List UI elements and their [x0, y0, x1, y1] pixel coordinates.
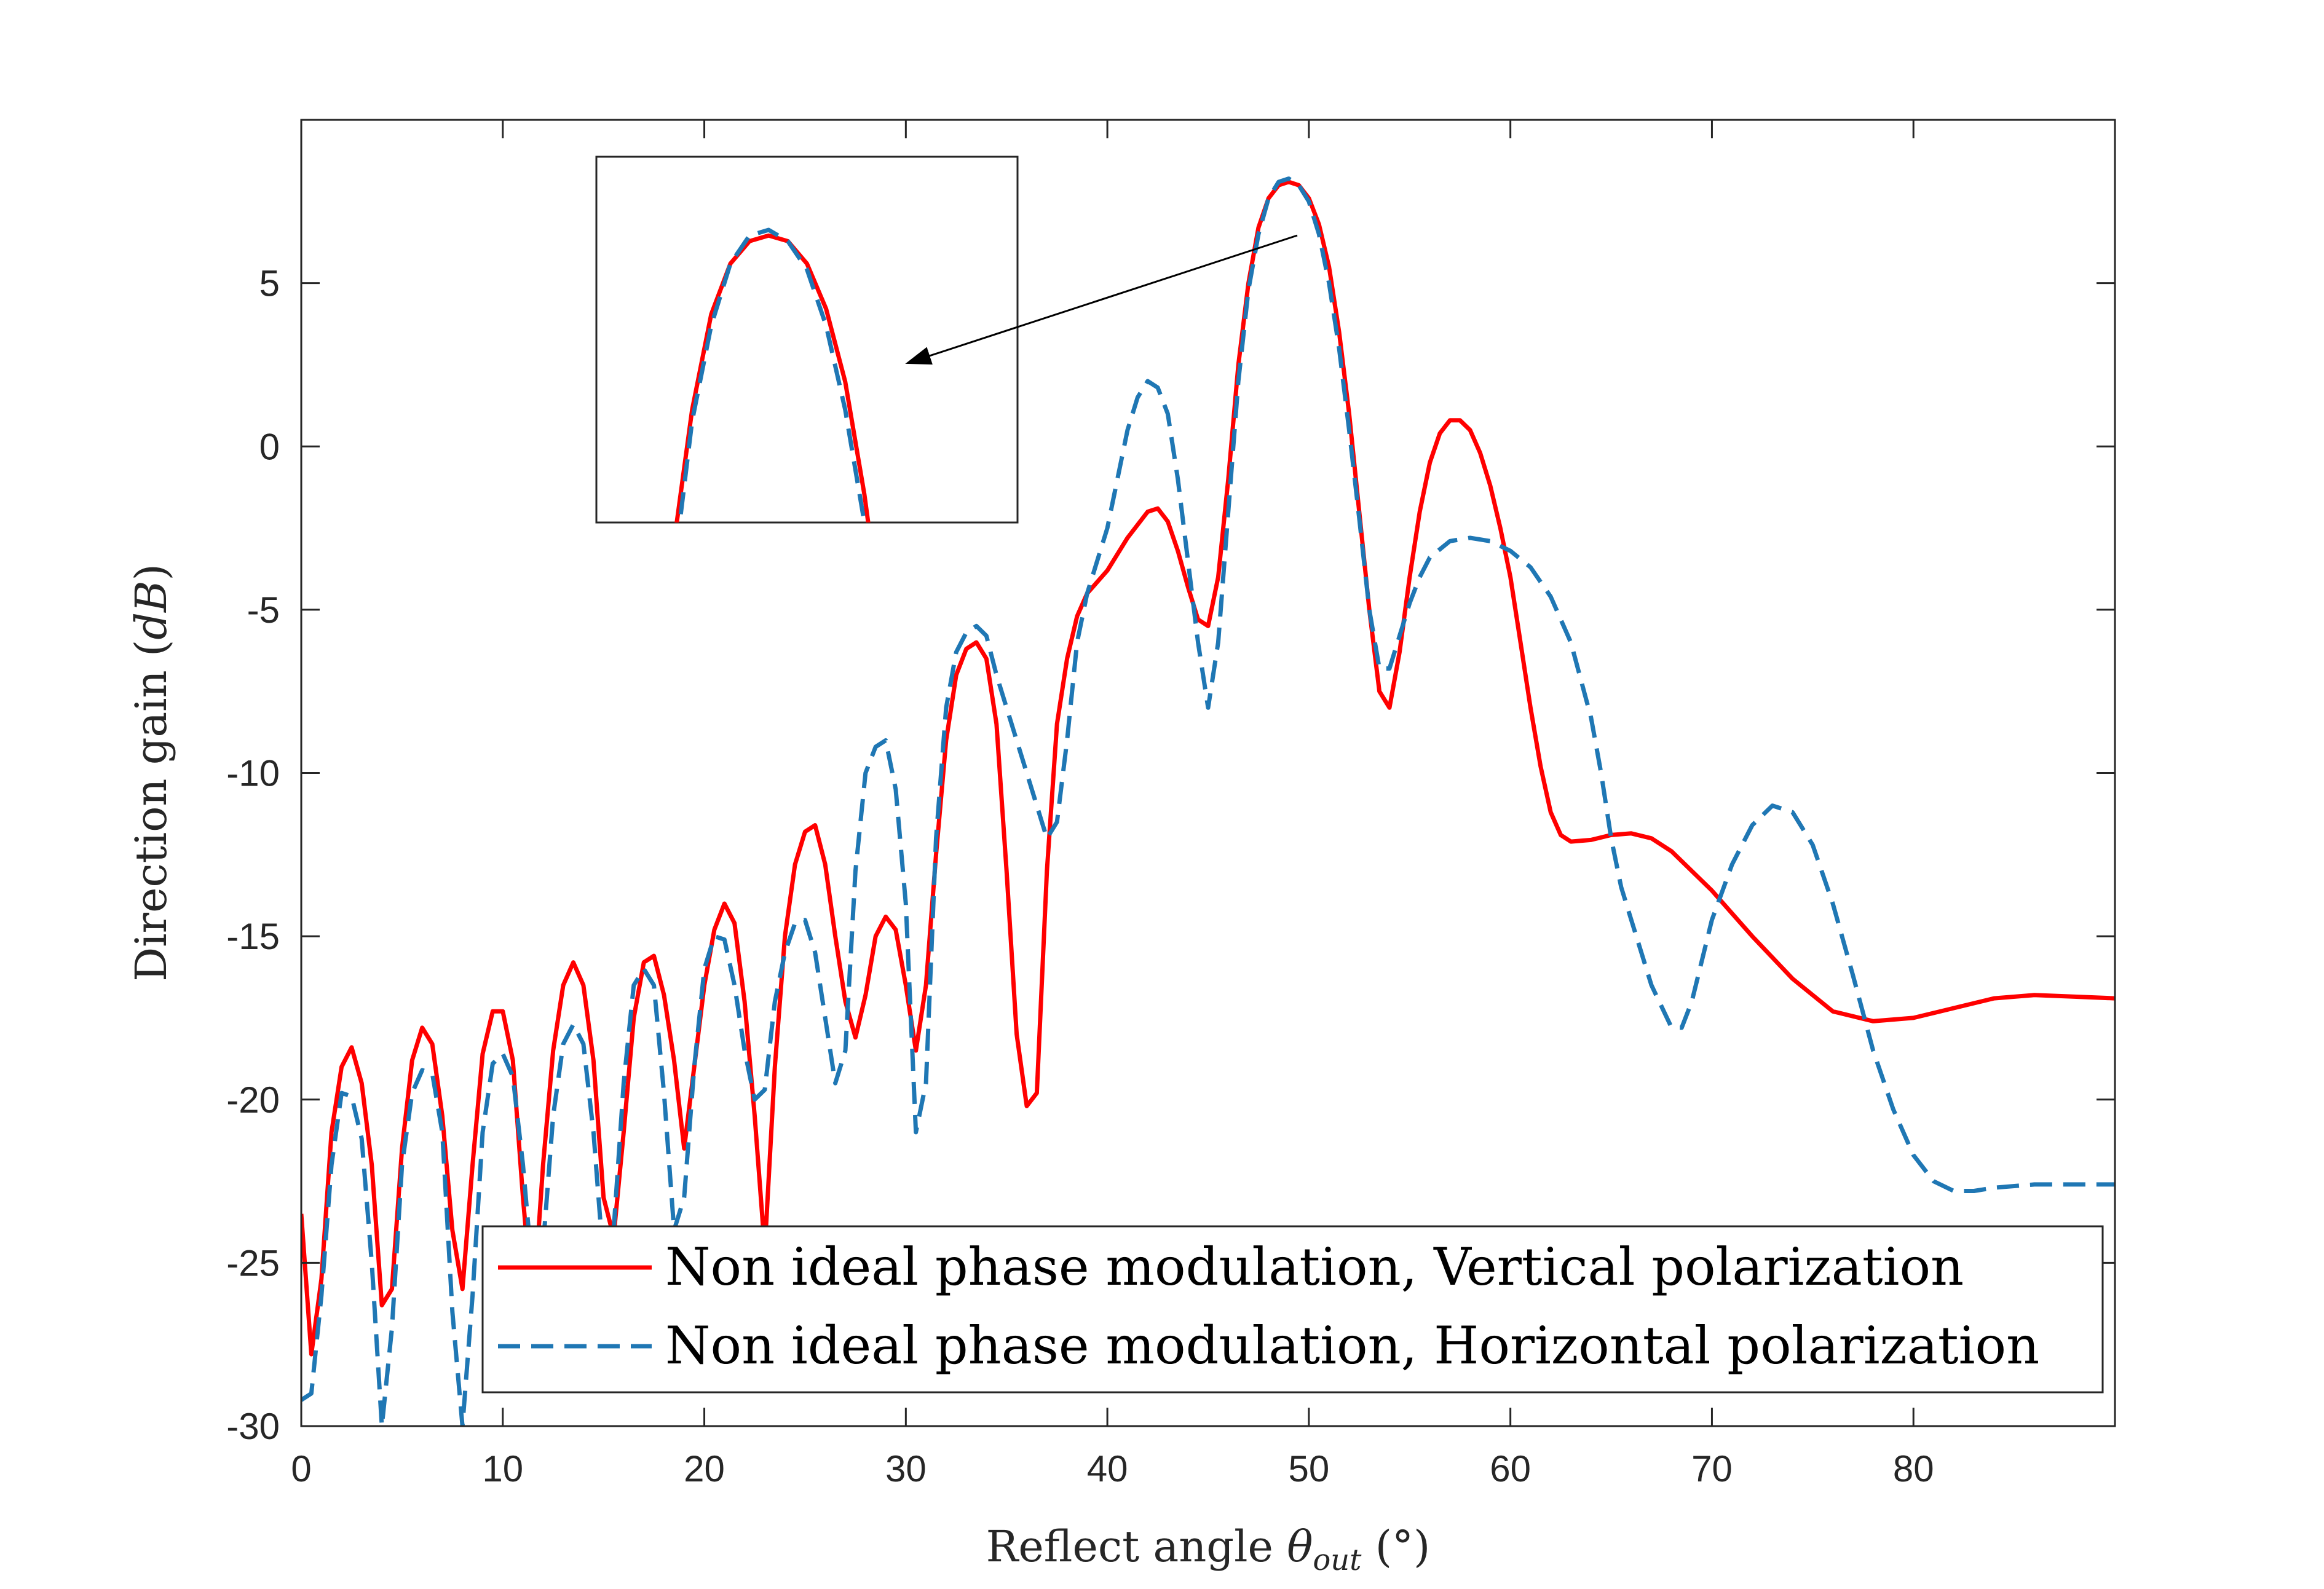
x-axis-label: Reflect angle θout (°) — [986, 1521, 1431, 1577]
x-tick-label-10: 10 — [482, 1448, 523, 1489]
x-tick-label-70: 70 — [1691, 1448, 1733, 1489]
y-axis-label-prefix: Direction gain ( — [126, 640, 176, 982]
y-axis-label-suffix: ) — [126, 564, 176, 580]
x-axis-label-suffix: (°) — [1361, 1521, 1430, 1572]
inset-line-horizontal — [678, 227, 867, 522]
y-tick-label--30: -30 — [226, 1406, 280, 1447]
legend-box — [481, 1225, 2104, 1394]
x-tick-label-30: 30 — [885, 1448, 927, 1489]
inset-frame — [595, 156, 1019, 524]
x-axis-label-subscript: out — [1313, 1543, 1362, 1577]
y-tick-label-5: 5 — [259, 263, 280, 304]
y-tick-label--20: -20 — [226, 1079, 280, 1121]
x-axis-label-prefix: Reflect angle — [986, 1521, 1287, 1572]
y-tick-label--25: -25 — [226, 1242, 280, 1283]
series-line-horizontal — [301, 176, 2115, 1426]
x-tick-label-20: 20 — [684, 1448, 725, 1489]
y-axis-label-unit: dB — [126, 580, 176, 639]
x-tick-label-80: 80 — [1893, 1448, 1934, 1489]
y-tick-label--10: -10 — [226, 753, 280, 794]
y-tick-label-0: 0 — [259, 426, 280, 467]
y-axis-label: Direction gain (dB) — [126, 564, 176, 982]
legend: Non ideal phase modulation, Vertical pol… — [481, 1225, 2104, 1394]
inset-line-vertical — [674, 233, 871, 522]
x-axis-label-symbol: θ — [1287, 1521, 1313, 1572]
x-tick-label-0: 0 — [291, 1448, 311, 1489]
y-tick-label--5: -5 — [247, 589, 280, 631]
legend-label-vertical: Non ideal phase modulation, Vertical pol… — [665, 1237, 1964, 1297]
inset-layer — [674, 227, 871, 522]
x-tick-label-50: 50 — [1289, 1448, 1330, 1489]
x-tick-label-40: 40 — [1087, 1448, 1128, 1489]
y-tick-label--15: -15 — [226, 916, 280, 957]
x-tick-label-60: 60 — [1490, 1448, 1531, 1489]
inset-arrow — [905, 234, 1298, 365]
legend-label-horizontal: Non ideal phase modulation, Horizontal p… — [665, 1315, 2039, 1376]
